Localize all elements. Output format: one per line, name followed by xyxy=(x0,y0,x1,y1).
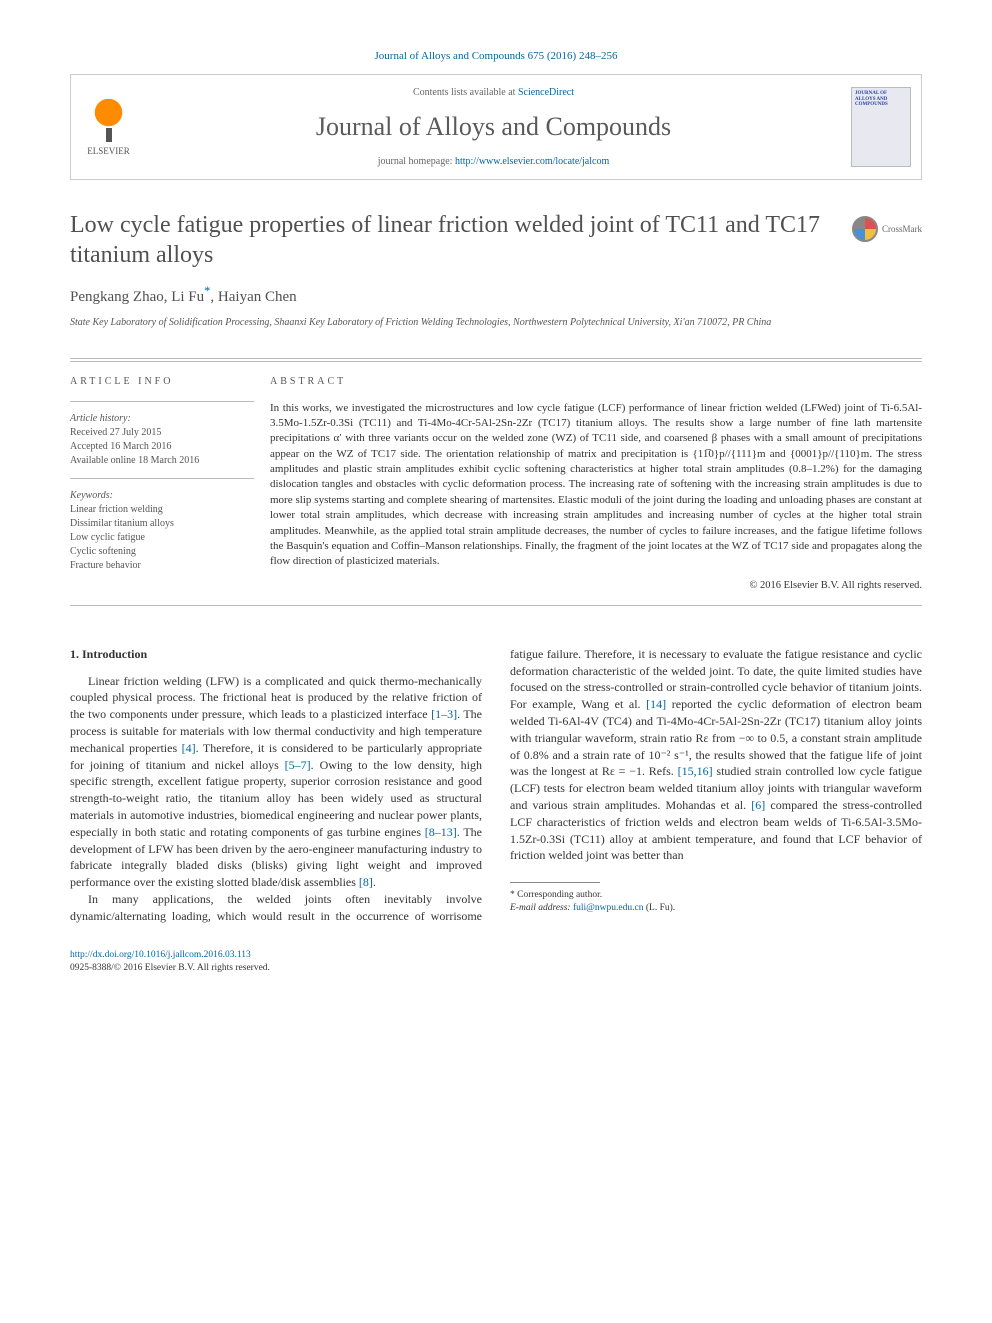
author-names-1: Pengkang Zhao, Li Fu xyxy=(70,289,204,305)
keyword: Fracture behavior xyxy=(70,559,254,573)
history-label: Article history: xyxy=(70,413,131,424)
email-label: E-mail address: xyxy=(510,903,573,913)
keyword: Dissimilar titanium alloys xyxy=(70,517,254,531)
online-date: Available online 18 March 2016 xyxy=(70,454,254,468)
ref-link[interactable]: [15,16] xyxy=(678,764,713,778)
keyword: Linear friction welding xyxy=(70,503,254,517)
received-date: Received 27 July 2015 xyxy=(70,426,254,440)
journal-name: Journal of Alloys and Compounds xyxy=(146,112,841,142)
homepage-line: journal homepage: http://www.elsevier.co… xyxy=(146,156,841,167)
ref-link[interactable]: [4] xyxy=(182,741,196,755)
elsevier-logo: ELSEVIER xyxy=(71,89,146,166)
affiliation: State Key Laboratory of Solidification P… xyxy=(70,316,922,330)
section-1-heading: 1. Introduction xyxy=(70,646,482,663)
ref-link[interactable]: [8–13] xyxy=(425,825,457,839)
ref-link[interactable]: [6] xyxy=(751,798,765,812)
email-note: E-mail address: fuli@nwpu.edu.cn (L. Fu)… xyxy=(510,902,922,915)
article-info-heading: ARTICLE INFO xyxy=(70,376,254,387)
intro-paragraph-1: Linear friction welding (LFW) is a compl… xyxy=(70,673,482,891)
p1a: Linear friction welding (LFW) is a compl… xyxy=(70,674,482,722)
journal-cover-thumbnail: JOURNAL OF ALLOYS AND COMPOUNDS xyxy=(851,87,911,167)
citation-line: Journal of Alloys and Compounds 675 (201… xyxy=(70,50,922,62)
contents-available: Contents lists available at ScienceDirec… xyxy=(146,87,841,98)
p1f: . xyxy=(373,875,376,889)
keyword: Low cyclic fatigue xyxy=(70,531,254,545)
sciencedirect-link[interactable]: ScienceDirect xyxy=(518,87,574,98)
body-two-column: 1. Introduction Linear friction welding … xyxy=(70,646,922,925)
article-info-column: ARTICLE INFO Article history: Received 2… xyxy=(70,361,270,605)
abstract-copyright: © 2016 Elsevier B.V. All rights reserved… xyxy=(270,580,922,591)
keyword: Cyclic softening xyxy=(70,545,254,559)
ref-link[interactable]: [1–3] xyxy=(431,707,457,721)
footnotes: * Corresponding author. E-mail address: … xyxy=(510,889,922,916)
publisher-name: ELSEVIER xyxy=(87,146,130,156)
ref-link[interactable]: [14] xyxy=(646,697,666,711)
crossmark-badge[interactable]: CrossMark xyxy=(852,216,922,242)
issn-copyright: 0925-8388/© 2016 Elsevier B.V. All right… xyxy=(70,963,270,973)
email-link[interactable]: fuli@nwpu.edu.cn xyxy=(573,903,644,913)
ref-link[interactable]: [5–7] xyxy=(285,758,311,772)
crossmark-icon xyxy=(852,216,878,242)
authors-line: Pengkang Zhao, Li Fu*, Haiyan Chen xyxy=(70,284,922,306)
ref-link[interactable]: [8] xyxy=(359,875,373,889)
footnote-separator xyxy=(510,882,600,883)
accepted-date: Accepted 16 March 2016 xyxy=(70,440,254,454)
crossmark-label: CrossMark xyxy=(882,224,922,234)
journal-header: ELSEVIER Contents lists available at Sci… xyxy=(70,74,922,180)
bottom-doi-bar: http://dx.doi.org/10.1016/j.jallcom.2016… xyxy=(70,949,922,976)
corresponding-note: * Corresponding author. xyxy=(510,889,922,902)
abstract-text: In this works, we investigated the micro… xyxy=(270,401,922,570)
author-names-2: , Haiyan Chen xyxy=(210,289,296,305)
doi-link[interactable]: http://dx.doi.org/10.1016/j.jallcom.2016… xyxy=(70,950,251,960)
cover-thumb-title: JOURNAL OF ALLOYS AND COMPOUNDS xyxy=(855,91,907,108)
homepage-prefix: journal homepage: xyxy=(378,156,455,167)
abstract-column: ABSTRACT In this works, we investigated … xyxy=(270,361,922,605)
abstract-heading: ABSTRACT xyxy=(270,376,922,387)
email-tail: (L. Fu). xyxy=(643,903,675,913)
contents-prefix: Contents lists available at xyxy=(413,87,518,98)
elsevier-tree-icon xyxy=(86,99,131,144)
keywords-label: Keywords: xyxy=(70,490,113,501)
homepage-link[interactable]: http://www.elsevier.com/locate/jalcom xyxy=(455,156,609,167)
header-center: Contents lists available at ScienceDirec… xyxy=(146,75,841,179)
article-title: Low cycle fatigue properties of linear f… xyxy=(70,210,836,270)
